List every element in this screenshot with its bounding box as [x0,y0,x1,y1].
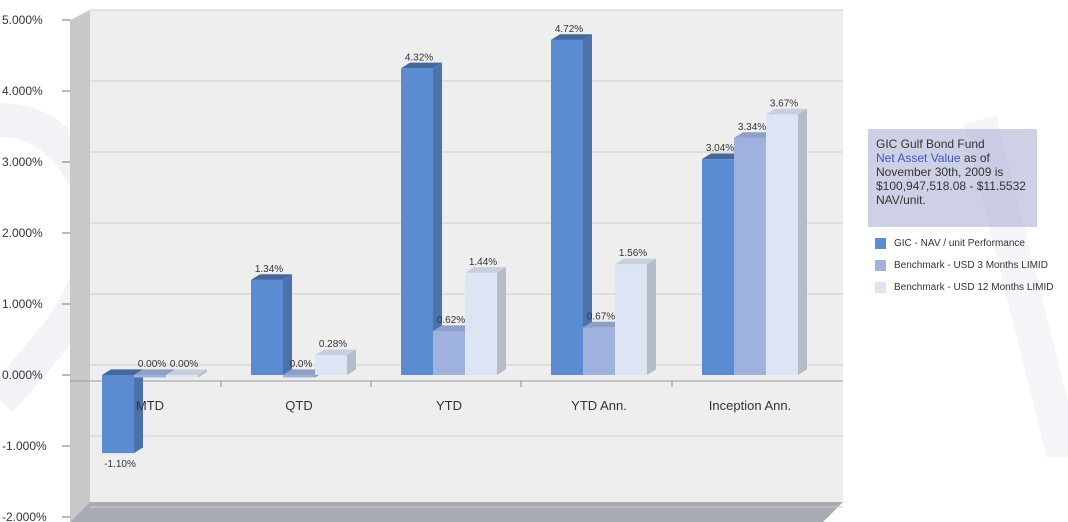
bar [583,321,624,375]
bars [102,34,807,454]
legend-swatch-benchmark-12m [875,281,886,293]
bar [465,267,506,375]
data-label: 4.72% [555,24,583,35]
bar [251,274,292,375]
data-label: 3.04% [706,143,734,154]
data-label: 1.56% [619,248,647,259]
x-tick-label: QTD [285,398,312,413]
data-label: 0.00% [170,359,198,370]
data-label: 0.28% [319,339,347,350]
y-tick-label: 5.000% [2,13,43,27]
category-labels: MTD QTD YTD YTD Ann. Inception Ann. [136,381,791,413]
fund-info-box: GIC Gulf Bond Fund Net Asset Value as of… [868,129,1037,227]
x-tick-label: MTD [136,398,164,413]
bar [766,108,807,376]
bar [102,369,143,454]
bar [166,369,207,378]
bar [315,349,356,375]
fund-name: GIC Gulf Bond Fund [876,137,985,151]
nav-link[interactable]: Net Asset Value [876,151,961,165]
y-tick-label: 0.000% [2,368,43,382]
data-label: 0.0% [290,359,313,370]
y-tick-label: -2.000% [2,510,47,522]
data-label: 1.34% [255,264,283,275]
legend-item-benchmark-3m: Benchmark - USD 3 Months LIMID [875,259,1054,271]
data-label: 0.67% [587,311,615,322]
data-labels: -1.10% 1.34% 4.32% 4.72% 3.04% 0.00% 0.0% 0.62%… [104,24,798,470]
legend-swatch-benchmark-3m [875,259,886,271]
data-label: 4.32% [405,52,433,63]
nav-statement: as of November 30th, 2009 is $100,947,51… [876,151,1026,207]
plot-frame [70,10,843,522]
x-tick-label: Inception Ann. [709,398,791,413]
y-tick-label: 1.000% [2,297,43,311]
y-tick-label: 3.000% [2,155,43,169]
y-tick-label: -1.000% [2,439,47,453]
legend-label-benchmark-12m: Benchmark - USD 12 Months LIMID [894,281,1054,293]
data-label: 3.67% [770,98,798,109]
y-tick-label: 4.000% [2,84,43,98]
legend-label-benchmark-3m: Benchmark - USD 3 Months LIMID [894,259,1048,271]
legend-item-gic: GIC - NAV / unit Performance [875,237,1054,249]
data-label: -1.10% [104,459,136,470]
bar [401,62,442,375]
data-label: 1.44% [469,257,497,268]
data-label: 0.00% [138,359,166,370]
legend-label-gic: GIC - NAV / unit Performance [894,237,1025,249]
legend: GIC - NAV / unit Performance Benchmark -… [875,237,1054,303]
data-label: 3.34% [738,122,766,133]
x-tick-label: YTD [436,398,462,413]
data-label: 0.62% [437,315,465,326]
legend-swatch-gic [875,237,886,249]
x-tick-label: YTD Ann. [571,398,627,413]
y-axis-ticks: 5.000% 4.000% 3.000% 2.000% 1.000% 0.000% -1.0… [2,13,70,522]
bar [615,258,656,375]
bar [551,34,592,375]
legend-item-benchmark-12m: Benchmark - USD 12 Months LIMID [875,281,1054,293]
y-tick-label: 2.000% [2,226,43,240]
